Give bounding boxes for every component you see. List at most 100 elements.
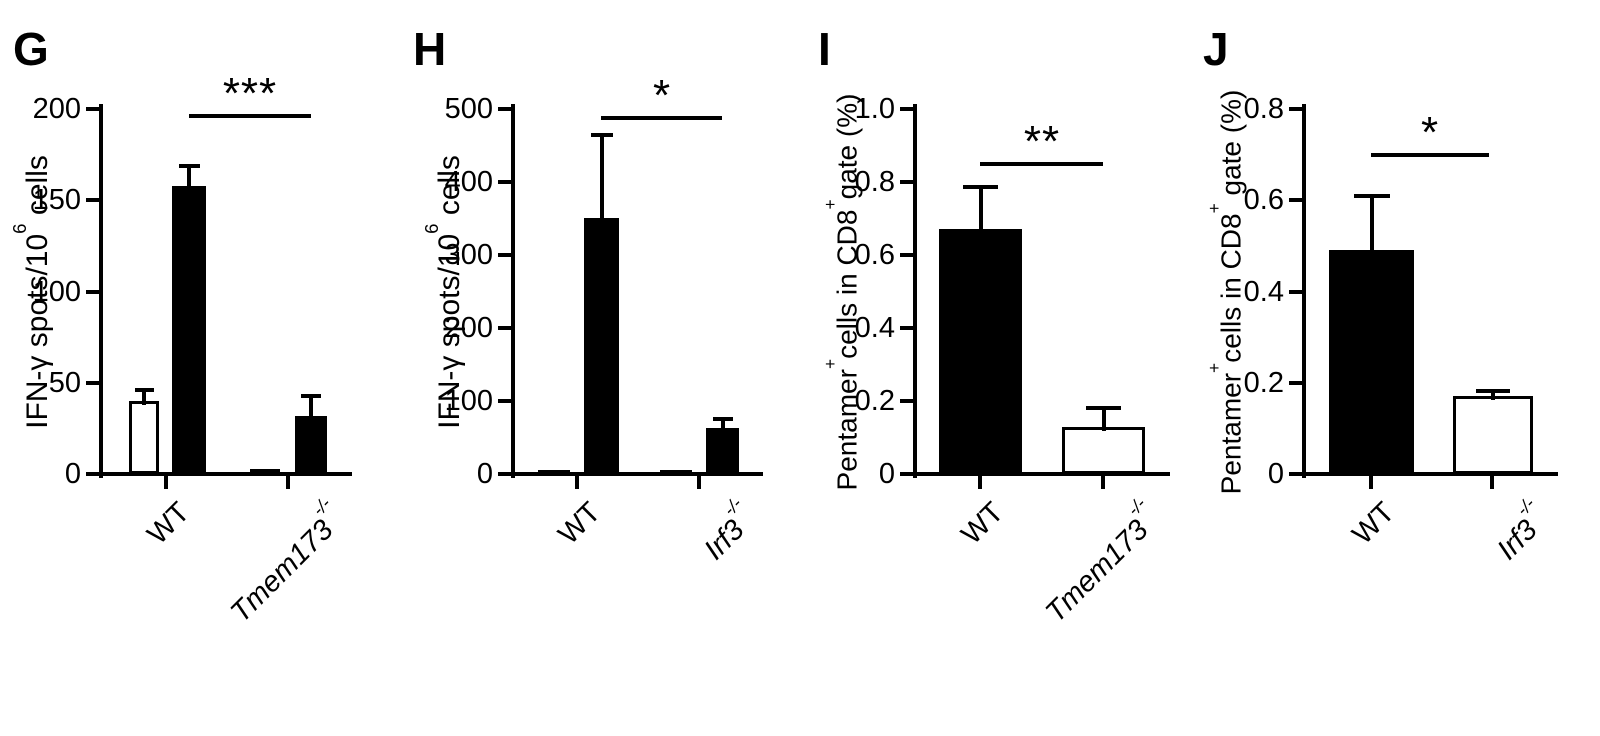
y-axis-i — [913, 104, 917, 478]
y-tick-i — [900, 399, 913, 403]
y-tick-label-h: 400 — [444, 166, 493, 198]
y-tick-h — [498, 399, 511, 403]
y-axis-h — [511, 104, 515, 478]
x-tick-j — [1490, 476, 1494, 489]
y-axis-g — [99, 104, 103, 478]
error-bar-cap-j — [1354, 194, 1390, 198]
error-bar-stem-j — [1491, 391, 1495, 400]
bar-i-2 — [1062, 427, 1145, 474]
y-tick-i — [900, 107, 913, 111]
y-tick-i — [900, 472, 913, 476]
x-tick-g — [286, 476, 290, 489]
error-bar-cap-i — [1086, 406, 1121, 410]
y-tick-label-h: 200 — [444, 312, 493, 344]
y-tick-j — [1289, 381, 1302, 385]
error-bar-cap-h — [713, 417, 733, 421]
y-tick-h — [498, 326, 511, 330]
y-tick-h — [498, 107, 511, 111]
y-tick-label-h: 0 — [476, 458, 493, 490]
y-tick-g — [86, 290, 99, 294]
x-tick-j — [1369, 476, 1373, 489]
panel-letter-j: J — [1203, 23, 1229, 75]
y-tick-i — [900, 326, 913, 330]
y-tick-g — [86, 472, 99, 476]
bar-g-2 — [172, 186, 206, 474]
y-axis-j — [1302, 104, 1306, 478]
y-tick-h — [498, 180, 511, 184]
x-tick-i — [978, 476, 982, 489]
y-tick-label-h: 100 — [444, 385, 493, 417]
significance-stars-h: * — [652, 71, 672, 120]
x-axis-j — [1302, 472, 1558, 476]
y-tick-label-j: 0.4 — [1243, 276, 1284, 308]
x-axis-i — [913, 472, 1170, 476]
y-axis-label-j: Pentamer+cells in CD8+ gate (%) — [1204, 89, 1247, 495]
y-tick-j — [1289, 198, 1302, 202]
error-bar-cap-j — [1476, 389, 1510, 393]
x-axis-h — [511, 472, 763, 476]
y-tick-label-j: 0.2 — [1243, 367, 1284, 399]
significance-line-j — [1371, 153, 1489, 157]
bar-i-1 — [939, 229, 1022, 474]
bar-h-2 — [584, 218, 619, 474]
bar-j-1 — [1329, 250, 1414, 474]
error-bar-cap-g — [301, 394, 321, 398]
x-tick-h — [575, 476, 579, 489]
y-axis-label-h: IFN-γ spots/106 cells — [420, 155, 466, 429]
error-bar-stem-g — [309, 396, 313, 420]
y-tick-i — [900, 253, 913, 257]
error-bar-stem-i — [1101, 408, 1106, 431]
y-tick-label-i: 0.6 — [854, 239, 895, 271]
y-tick-label-g: 150 — [32, 184, 81, 216]
error-bar-cap-h — [591, 133, 613, 137]
bar-h-1 — [538, 470, 570, 476]
significance-line-i — [980, 162, 1103, 166]
y-tick-label-g: 200 — [32, 93, 81, 125]
panel-letter-g: G — [13, 23, 49, 75]
error-bar-stem-h — [599, 135, 604, 222]
y-tick-g — [86, 107, 99, 111]
y-tick-label-g: 100 — [32, 276, 81, 308]
y-tick-j — [1289, 472, 1302, 476]
bar-g-4 — [295, 416, 327, 474]
y-tick-label-h: 500 — [444, 93, 493, 125]
significance-stars-g: *** — [222, 69, 278, 118]
y-tick-label-h: 300 — [444, 239, 493, 271]
error-bar-stem-i — [978, 187, 983, 233]
bar-h-3 — [660, 470, 692, 476]
x-tick-g — [164, 476, 168, 489]
y-tick-h — [498, 253, 511, 257]
error-bar-cap-g — [135, 388, 154, 392]
significance-line-h — [601, 116, 722, 120]
bar-g-3 — [250, 469, 280, 475]
x-axis-g — [99, 472, 352, 476]
y-tick-label-i: 0 — [878, 458, 895, 490]
y-tick-label-g: 50 — [48, 367, 81, 399]
y-axis-label-i: Pentamer+cells in CD8+gate (%) — [820, 93, 863, 491]
bar-j-2 — [1453, 396, 1533, 474]
y-tick-label-j: 0 — [1267, 458, 1284, 490]
x-tick-i — [1101, 476, 1105, 489]
error-bar-stem-g — [142, 390, 146, 405]
y-tick-label-g: 0 — [64, 458, 81, 490]
error-bar-stem-j — [1369, 196, 1374, 254]
significance-stars-i: ** — [1023, 117, 1061, 166]
y-tick-label-i: 1.0 — [854, 93, 895, 125]
error-bar-stem-h — [720, 419, 725, 432]
y-tick-h — [498, 472, 511, 476]
error-bar-stem-g — [187, 166, 191, 190]
y-tick-g — [86, 198, 99, 202]
y-tick-g — [86, 381, 99, 385]
panel-letter-h: H — [413, 23, 447, 75]
significance-line-g — [189, 114, 311, 118]
panel-letter-i: I — [818, 23, 831, 75]
bar-g-1 — [129, 401, 159, 474]
error-bar-cap-i — [963, 185, 998, 189]
y-tick-j — [1289, 290, 1302, 294]
y-tick-label-i: 0.2 — [854, 385, 895, 417]
y-tick-label-j: 0.6 — [1243, 184, 1284, 216]
y-tick-label-i: 0.8 — [854, 166, 895, 198]
error-bar-cap-g — [179, 164, 200, 168]
y-tick-label-j: 0.8 — [1243, 93, 1284, 125]
y-tick-i — [900, 180, 913, 184]
